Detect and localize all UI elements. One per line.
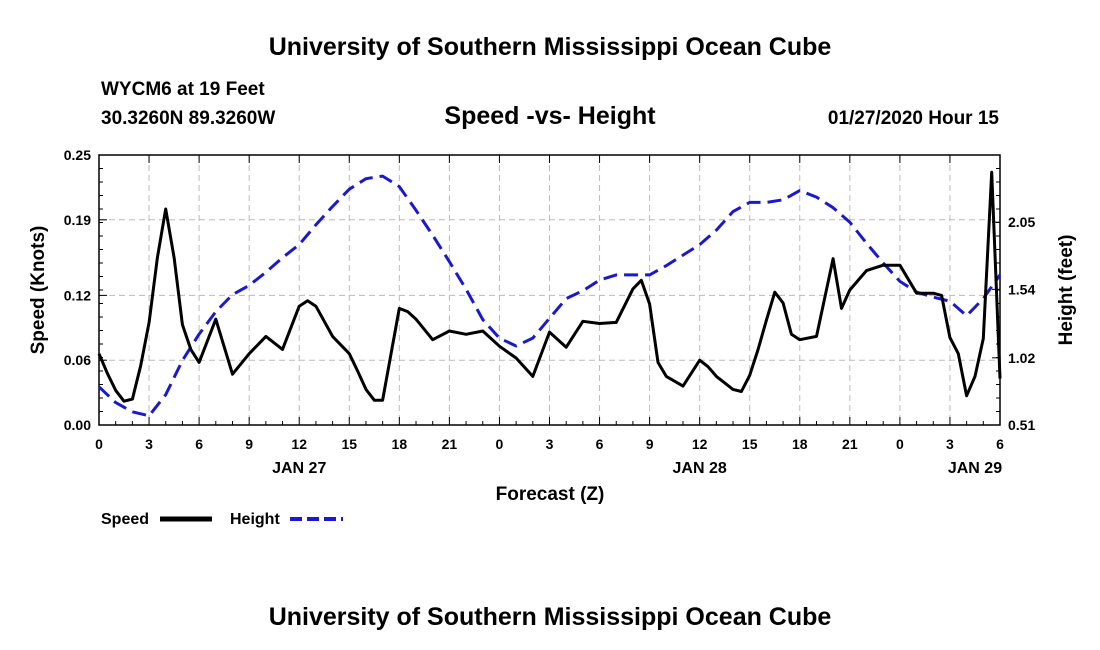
x-tick-label: 9	[646, 436, 654, 452]
axes: 0 3 6 9 12 15 18 21 0 3 6 9 12 15 18 21 0 3 6 0.00 0.06 0.12 0…	[64, 147, 1036, 477]
y-tick-label: 0.06	[64, 352, 91, 368]
x-tick-label: 3	[546, 436, 554, 452]
y2-tick-label: 1.02	[1008, 350, 1035, 366]
station-label: WYCM6 at 19 Feet	[101, 79, 265, 100]
chart-title: Speed -vs- Height	[444, 102, 656, 130]
y2-tick-label: 0.51	[1008, 417, 1035, 433]
timestamp-label: 01/27/2020 Hour 15	[828, 108, 1000, 129]
x-tick-label: 6	[996, 436, 1004, 452]
y2-tick-label: 1.54	[1008, 281, 1035, 297]
page-title: University of Southern Mississippi Ocean…	[269, 33, 832, 61]
speed-series-line	[97, 170, 1002, 403]
date-label: JAN 28	[673, 460, 727, 477]
y-tick-label: 0.25	[64, 147, 91, 163]
x-axis-label: Forecast (Z)	[496, 484, 605, 505]
coordinates-label: 30.3260N 89.3260W	[101, 108, 275, 129]
x-tick-label: 9	[245, 436, 253, 452]
x-tick-label: 12	[291, 436, 307, 452]
x-tick-label: 21	[442, 436, 458, 452]
x-tick-label: 12	[692, 436, 708, 452]
x-tick-label: 0	[896, 436, 904, 452]
y-tick-label: 0.00	[64, 417, 91, 433]
x-tick-label: 3	[946, 436, 954, 452]
y-tick-label: 0.19	[64, 212, 91, 228]
x-tick-label: 15	[742, 436, 758, 452]
legend: Speed Height	[101, 511, 343, 528]
x-tick-label: 18	[792, 436, 808, 452]
x-tick-label: 0	[95, 436, 103, 452]
y-axis-label: Speed (Knots)	[28, 226, 49, 355]
y2-axis-label: Height (feet)	[1056, 235, 1077, 346]
date-label: JAN 27	[272, 460, 326, 477]
x-tick-label: 18	[392, 436, 408, 452]
y-tick-label: 0.12	[64, 287, 91, 303]
grid	[99, 155, 1000, 425]
legend-height-label: Height	[230, 511, 280, 528]
legend-speed-label: Speed	[101, 511, 149, 528]
height-series-line	[97, 174, 1002, 418]
footer-title: University of Southern Mississippi Ocean…	[269, 603, 832, 631]
x-tick-label: 21	[842, 436, 858, 452]
x-tick-label: 6	[195, 436, 203, 452]
x-tick-label: 0	[496, 436, 504, 452]
x-tick-label: 6	[596, 436, 604, 452]
series-group	[97, 170, 1002, 418]
x-tick-label: 15	[341, 436, 357, 452]
x-tick-label: 3	[145, 436, 153, 452]
date-label: JAN 29	[948, 460, 1002, 477]
y2-tick-label: 2.05	[1008, 214, 1035, 230]
